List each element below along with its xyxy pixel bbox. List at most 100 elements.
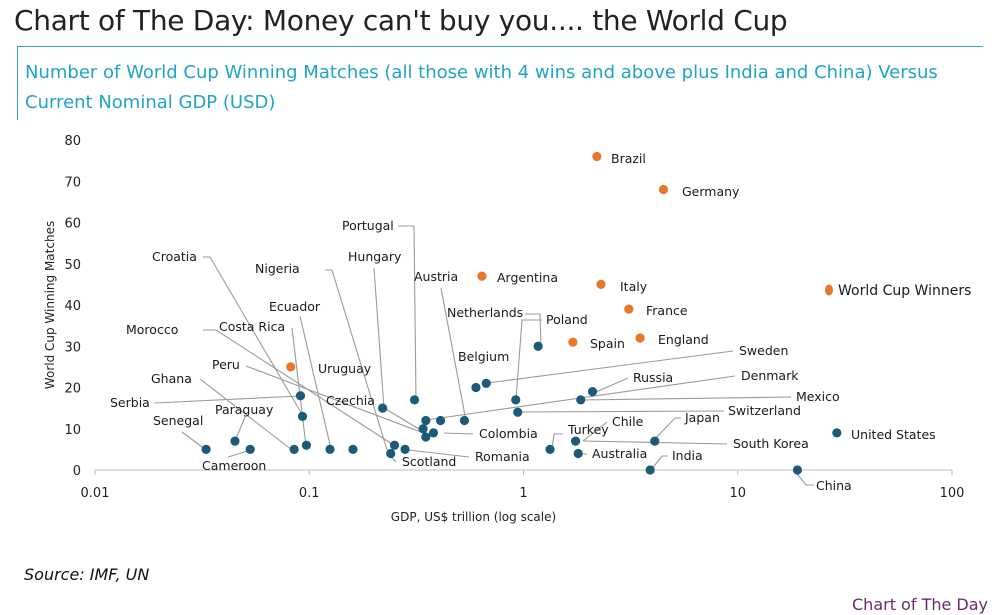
data-label-japan: Japan: [684, 410, 720, 425]
y-tick-label: 0: [73, 464, 81, 479]
data-label-ghana: Ghana: [151, 371, 192, 386]
data-label-peru: Peru: [212, 357, 240, 372]
x-tick-label: 0.1: [299, 486, 320, 501]
x-axis-title: GDP, US$ trillion (log scale): [391, 510, 556, 524]
data-point-japan: [650, 436, 660, 446]
data-point-ecuador: [325, 444, 335, 454]
legend-marker: [825, 284, 833, 296]
data-labels: Brazil Germany Italy France England Spain Arge…: [110, 151, 936, 493]
y-tick-label: 80: [64, 134, 81, 149]
leader-line-india: [650, 455, 668, 471]
data-point-uruguay: [286, 362, 296, 372]
leader-line-senegal: [181, 431, 207, 451]
leader-line-switzerland: [516, 410, 725, 413]
y-axis-title: World Cup Winning Matches: [43, 221, 57, 389]
data-label-russia: Russia: [633, 370, 673, 385]
leader-line-russia: [595, 377, 629, 393]
data-label-paraguay: Paraguay: [215, 402, 274, 417]
data-label-england: England: [658, 332, 709, 347]
leader-line-portugal: [398, 225, 417, 401]
leader-line-mexico: [580, 396, 792, 401]
data-point-serbia: [295, 391, 306, 401]
data-label-cameroon: Cameroon: [202, 458, 266, 473]
source-note: Source: IMF, UN: [24, 565, 150, 584]
data-point-poland: [511, 395, 521, 405]
data-point-spain: [568, 337, 578, 347]
data-point-romania: [421, 432, 431, 442]
data-point-turkey: [545, 444, 555, 454]
data-point-paraguay: [230, 436, 240, 446]
data-point-scotland: [386, 448, 396, 459]
data-label-scotland: Scotland: [402, 454, 456, 469]
data-label-ecuador: Ecuador: [269, 299, 321, 314]
data-label-mexico: Mexico: [796, 389, 840, 404]
leader-line-colombia: [443, 432, 474, 435]
data-point-hungary: [378, 403, 388, 413]
data-point-peru: [400, 444, 410, 454]
data-point-colombia: [428, 428, 439, 438]
data-point-portugal: [409, 395, 420, 405]
data-label-uruguay: Uruguay: [318, 361, 372, 376]
y-tick-label: 40: [64, 299, 81, 314]
data-label-turkey: Turkey: [567, 422, 609, 437]
legend-label: World Cup Winners: [838, 283, 971, 299]
data-point-australia: [573, 448, 583, 459]
data-point-morocco: [348, 444, 358, 454]
leader-line-japan: [652, 417, 681, 442]
data-point-austria: [459, 415, 470, 426]
data-label-france: France: [646, 303, 688, 318]
data-label-australia: Australia: [592, 446, 647, 461]
y-tick-label: 70: [64, 175, 81, 190]
y-tick-label: 20: [64, 382, 81, 397]
data-label-united-states: United States: [851, 427, 936, 442]
title-divider: [17, 46, 983, 47]
data-label-costa-rica: Costa Rica: [219, 319, 285, 334]
leader-line-turkey: [551, 433, 563, 451]
data-point-russia: [587, 387, 598, 397]
x-tick-label: 100: [940, 486, 965, 501]
data-point-france: [624, 304, 634, 314]
leader-line-peru: [245, 365, 435, 438]
x-tick-label: 0.01: [81, 486, 110, 501]
leader-line-china: [793, 469, 814, 486]
data-point-netherlands: [533, 341, 543, 351]
data-point-england: [635, 333, 645, 343]
data-point-switzerland: [513, 407, 523, 417]
data-label-romania: Romania: [475, 449, 530, 464]
data-point-cameroon: [245, 444, 255, 454]
x-tick-label: 10: [729, 486, 746, 501]
data-label-spain: Spain: [590, 336, 625, 351]
data-point-argentina: [477, 271, 487, 281]
data-points: [201, 151, 842, 475]
data-label-germany: Germany: [682, 184, 740, 199]
data-point-united-states: [832, 428, 842, 438]
leader-line-ecuador: [299, 315, 332, 450]
data-point-italy: [596, 279, 606, 289]
data-point-sweden: [471, 382, 481, 393]
page-title: Chart of The Day: Money can't buy you...…: [14, 4, 788, 37]
y-tick-label: 10: [64, 423, 81, 438]
data-label-netherlands: Netherlands: [447, 305, 523, 320]
data-label-morocco: Morocco: [126, 322, 178, 337]
data-point-china: [792, 465, 803, 475]
leader-line-ghana: [199, 378, 293, 451]
data-label-czechia: Czechia: [326, 393, 375, 408]
leader-line-costa-rica: [291, 327, 307, 447]
data-label-brazil: Brazil: [611, 151, 646, 166]
data-label-portugal: Portugal: [342, 218, 394, 233]
leader-line-czechia: [383, 407, 425, 433]
x-tick-label: 1: [519, 486, 527, 501]
data-point-czechia: [421, 415, 431, 426]
leader-line-poland: [515, 319, 542, 401]
data-label-hungary: Hungary: [348, 249, 402, 264]
data-label-colombia: Colombia: [479, 426, 538, 441]
data-point-costa-rica: [301, 440, 312, 450]
leader-line-croatia: [203, 256, 304, 417]
data-point-croatia: [297, 411, 308, 421]
data-label-south-korea: South Korea: [733, 436, 809, 451]
data-label-switzerland: Switzerland: [728, 403, 801, 418]
data-point-brazil: [592, 151, 602, 162]
leader-line-austria: [440, 287, 467, 422]
data-label-croatia: Croatia: [152, 249, 197, 264]
data-label-chile: Chile: [612, 414, 644, 429]
